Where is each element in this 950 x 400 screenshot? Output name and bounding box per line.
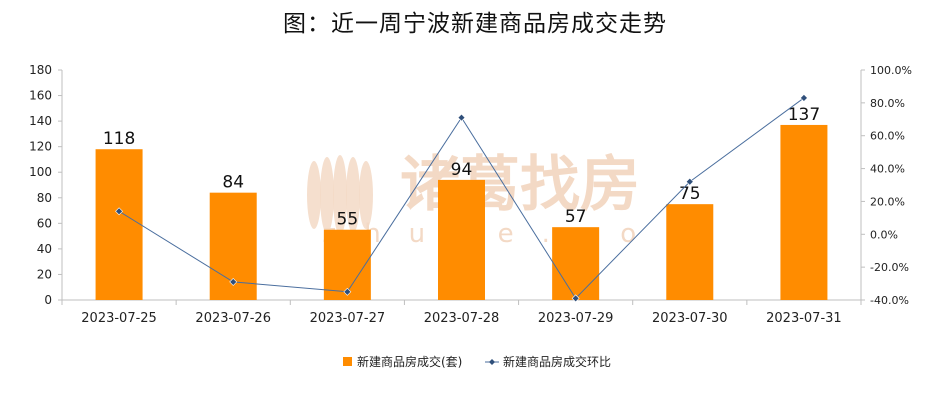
right-axis-tick-label: 60.0% bbox=[870, 130, 905, 143]
bar-data-label: 118 bbox=[103, 129, 135, 149]
right-axis-tick-label: 20.0% bbox=[870, 195, 905, 208]
chart-title: 图：近一周宁波新建商品房成交走势 bbox=[283, 11, 667, 37]
watermark-logo-petal bbox=[307, 161, 321, 229]
bar-data-label: 75 bbox=[679, 184, 701, 204]
left-axis-tick-label: 100 bbox=[29, 165, 52, 179]
watermark-logo-petal bbox=[346, 157, 360, 233]
left-axis-tick-label: 40 bbox=[37, 242, 52, 256]
watermark-logo-petal bbox=[359, 161, 373, 229]
line-point bbox=[343, 287, 352, 296]
right-axis-tick-label: -20.0% bbox=[870, 261, 909, 274]
watermark-logo-petal bbox=[333, 155, 347, 235]
left-axis-tick-label: 160 bbox=[29, 89, 52, 103]
legend-line-marker bbox=[489, 359, 495, 365]
legend-bar-label: 新建商品房成交(套) bbox=[357, 354, 462, 369]
bar bbox=[438, 179, 485, 300]
x-axis-tick-label: 2023-07-25 bbox=[81, 311, 157, 326]
bar bbox=[95, 149, 143, 300]
left-axis-tick-label: 140 bbox=[29, 114, 52, 128]
left-axis-tick-label: 60 bbox=[37, 216, 52, 230]
bar bbox=[780, 124, 828, 300]
line-point bbox=[115, 207, 123, 216]
line-point bbox=[685, 177, 694, 186]
left-axis-tick-label: 20 bbox=[37, 267, 52, 281]
bar-data-label: 84 bbox=[222, 173, 244, 193]
legend-bar-swatch bbox=[343, 357, 352, 366]
bar bbox=[666, 204, 714, 300]
left-axis-tick-label: 120 bbox=[29, 140, 52, 154]
bar-data-label: 137 bbox=[788, 105, 820, 125]
bar-data-label: 57 bbox=[565, 207, 587, 227]
x-axis-tick-label: 2023-07-30 bbox=[652, 311, 728, 326]
right-axis-tick-label: 80.0% bbox=[870, 97, 905, 110]
x-axis-tick-label: 2023-07-26 bbox=[195, 311, 271, 326]
line-point bbox=[457, 113, 466, 122]
x-axis-tick-label: 2023-07-28 bbox=[424, 311, 500, 326]
left-axis-tick-label: 0 bbox=[44, 293, 52, 307]
bar bbox=[552, 227, 600, 300]
x-axis-tick-label: 2023-07-29 bbox=[538, 311, 614, 326]
bar-data-label: 55 bbox=[337, 210, 359, 230]
x-axis-tick-label: 2023-07-31 bbox=[766, 311, 842, 326]
legend-line-label: 新建商品房成交环比 bbox=[503, 354, 611, 369]
watermark-logo-petal bbox=[320, 157, 334, 233]
right-axis-tick-label: 0.0% bbox=[870, 228, 898, 241]
watermark-subtext: zhuge.com bbox=[323, 219, 718, 249]
right-axis-tick-label: 40.0% bbox=[870, 163, 905, 176]
line-point bbox=[571, 294, 580, 303]
x-axis-tick-label: 2023-07-27 bbox=[310, 311, 386, 326]
line-point bbox=[229, 278, 238, 286]
left-axis-tick-label: 180 bbox=[29, 63, 52, 77]
right-axis-tick-label: -40.0% bbox=[870, 294, 909, 307]
left-axis-tick-label: 80 bbox=[37, 191, 52, 205]
line-point bbox=[800, 94, 808, 102]
bar-data-label: 94 bbox=[451, 160, 473, 180]
right-axis-tick-label: 100.0% bbox=[870, 64, 912, 77]
